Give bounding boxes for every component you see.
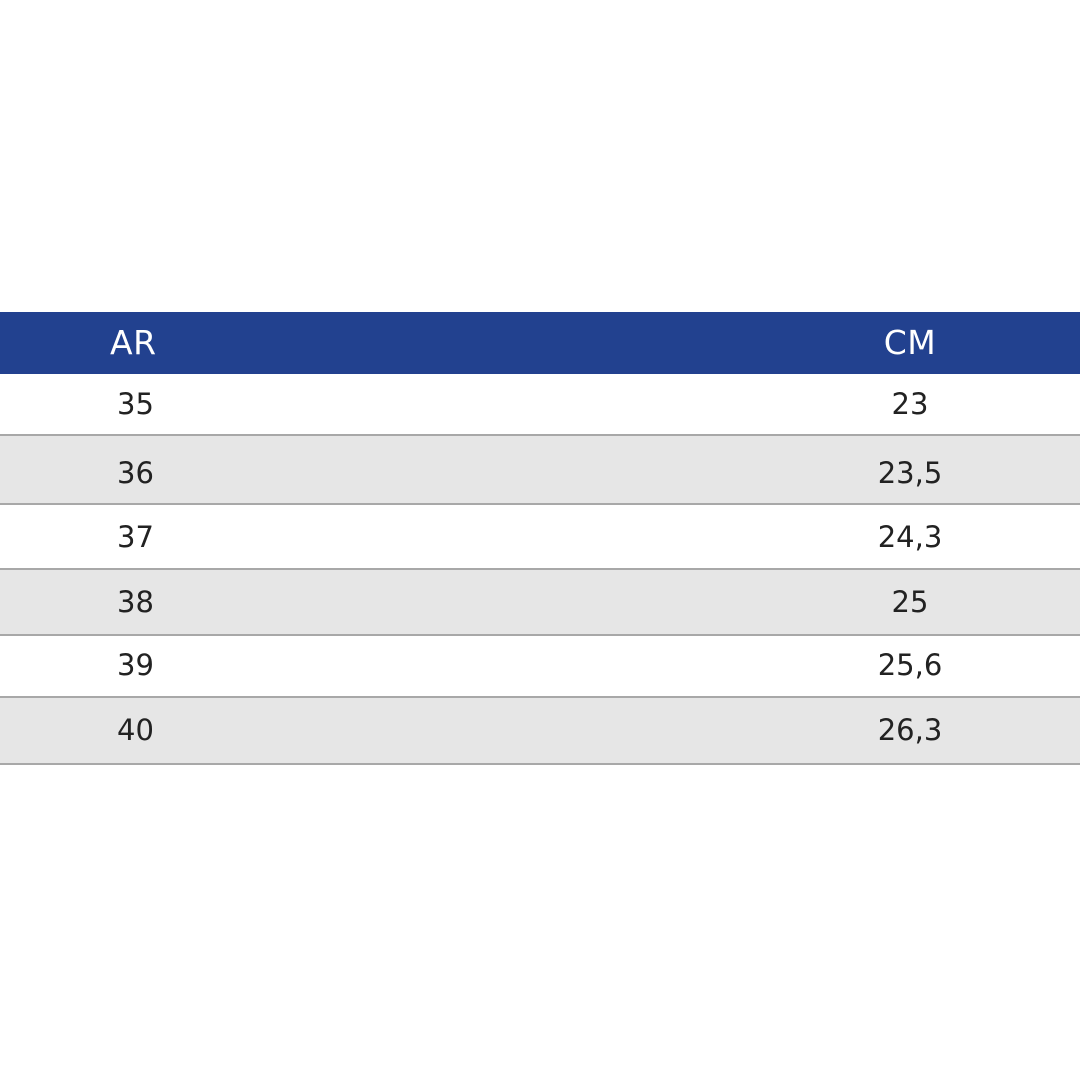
cell-ar: 37 xyxy=(117,520,154,554)
cell-ar: 40 xyxy=(117,713,154,747)
header-cm: CM xyxy=(883,323,937,362)
table-row: 40 26,3 xyxy=(0,698,1080,765)
cell-ar: 39 xyxy=(117,648,154,682)
table-row: 36 23,5 xyxy=(0,436,1080,505)
cell-cm: 26,3 xyxy=(877,713,943,747)
cell-ar: 35 xyxy=(117,387,154,421)
table-row: 39 25,6 xyxy=(0,636,1080,698)
table-row: 35 23 xyxy=(0,374,1080,436)
cell-ar: 38 xyxy=(117,585,154,619)
cell-cm: 25,6 xyxy=(877,648,943,682)
table-header: AR CM xyxy=(0,312,1080,374)
table-row: 37 24,3 xyxy=(0,505,1080,570)
size-conversion-table: AR CM 35 23 36 23,5 37 24,3 38 25 39 25,… xyxy=(0,312,1080,765)
header-ar: AR xyxy=(110,323,157,362)
table-row: 38 25 xyxy=(0,570,1080,636)
cell-cm: 23,5 xyxy=(877,456,943,490)
cell-cm: 25 xyxy=(891,585,929,619)
cell-ar: 36 xyxy=(117,456,154,490)
cell-cm: 23 xyxy=(891,387,929,421)
cell-cm: 24,3 xyxy=(877,520,943,554)
